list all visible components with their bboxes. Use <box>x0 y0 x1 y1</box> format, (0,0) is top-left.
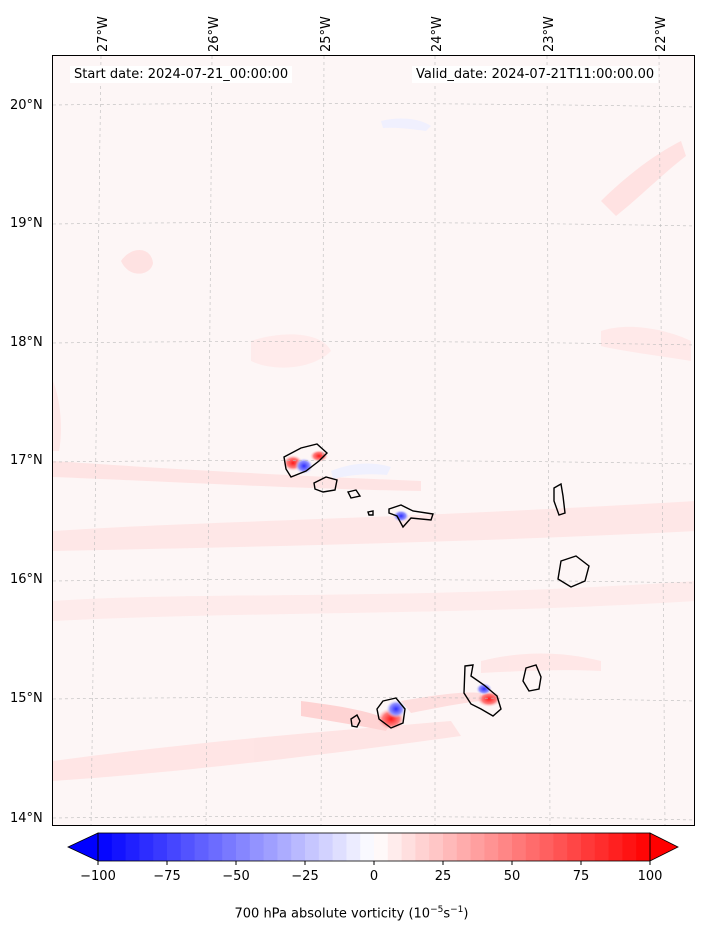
colorbar-segment <box>277 833 292 861</box>
valid-date-text: Valid_date: 2024-07-21T11:00:00.00 <box>412 66 659 83</box>
tick-label: −25 <box>291 869 319 884</box>
colorbar-segment <box>318 833 334 861</box>
tick-label: 100 <box>637 869 663 884</box>
colorbar-segment <box>222 833 237 861</box>
lat-label-18n: 18°N <box>10 335 43 350</box>
island-maio <box>522 664 542 692</box>
colorbar-segment <box>415 833 430 861</box>
island-boa-vista <box>557 555 590 588</box>
colorbar-segment <box>512 833 527 861</box>
colorbar-label: 700 hPa absolute vorticity (10−5s−1) <box>234 905 469 922</box>
vorticity-map <box>53 56 694 825</box>
colorbar-segment <box>332 833 347 861</box>
tick-label: 25 <box>434 869 452 884</box>
colorbar-segment <box>608 833 623 861</box>
colorbar-segment <box>498 833 513 861</box>
colorbar-segment <box>194 833 209 861</box>
colorbar-segment <box>567 833 582 861</box>
colorbar-ticks <box>97 861 651 865</box>
colorbar-segments <box>98 833 651 861</box>
colorbar-segment <box>594 833 610 861</box>
tick-label: 75 <box>572 869 590 884</box>
lat-label-19n: 19°N <box>10 216 43 231</box>
lon-label-26w: 26°W <box>207 16 222 52</box>
island-sao-nicolau <box>388 504 434 529</box>
lon-label-24w: 24°W <box>430 16 445 52</box>
island-branco <box>367 510 374 516</box>
colorbar-segment <box>180 833 196 861</box>
colorbar-segment <box>360 833 375 861</box>
colorbar-segment <box>125 833 140 861</box>
colorbar-segment <box>470 833 485 861</box>
colorbar-segment <box>484 833 499 861</box>
colorbar-segment <box>111 833 127 861</box>
colorbar-segment <box>98 833 113 861</box>
map-panel[interactable] <box>52 55 695 826</box>
colorbar-segment <box>636 833 651 861</box>
vorticity-field-weak <box>53 118 694 781</box>
colorbar-outline <box>97 832 651 862</box>
tick-label: 0 <box>369 869 379 884</box>
lat-label-16n: 16°N <box>10 572 43 587</box>
lon-label-27w: 27°W <box>96 16 111 52</box>
tick-label: −75 <box>153 869 181 884</box>
colorbar-segment <box>553 833 568 861</box>
colorbar-segment <box>443 833 458 861</box>
island-fogo <box>376 697 406 729</box>
tick-label: 50 <box>503 869 521 884</box>
colorbar-segment <box>208 833 223 861</box>
colorbar-segment <box>387 833 403 861</box>
colorbar-segment <box>236 833 251 861</box>
tick-label: −100 <box>80 869 116 884</box>
colorbar-segment <box>263 833 278 861</box>
colorbar-segment <box>539 833 554 861</box>
lat-label-20n: 20°N <box>10 98 43 113</box>
lon-label-23w: 23°W <box>542 16 557 52</box>
vorticity-field-strong <box>283 450 501 730</box>
lat-label-15n: 15°N <box>10 691 43 706</box>
colorbar-segment <box>305 833 320 861</box>
island-santo-antao <box>283 443 329 478</box>
tick-label: −50 <box>222 869 250 884</box>
colorbar-segment <box>456 833 472 861</box>
colorbar-segment <box>374 833 389 861</box>
colorbar-segment <box>622 833 637 861</box>
island-santiago <box>463 664 502 717</box>
lat-label-14n: 14°N <box>10 811 43 826</box>
island-brava <box>350 713 361 728</box>
island-santa-luzia <box>346 489 362 499</box>
graticule <box>53 56 694 825</box>
colorbar-segment <box>401 833 416 861</box>
colorbar-segment <box>249 833 265 861</box>
colorbar-segment <box>525 833 541 861</box>
colorbar-segment <box>139 833 154 861</box>
lat-label-17n: 17°N <box>10 453 43 468</box>
colorbar-segment <box>167 833 182 861</box>
colorbar-arrow-high <box>649 832 679 862</box>
island-coastlines <box>283 443 590 729</box>
colorbar-segment <box>429 833 444 861</box>
start-date-text: Start date: 2024-07-21_00:00:00 <box>70 66 293 83</box>
colorbar-arrow-low <box>67 832 99 862</box>
colorbar-segment <box>153 833 168 861</box>
colorbar-segment <box>291 833 306 861</box>
island-sal <box>553 482 566 516</box>
colorbar-segment <box>346 833 361 861</box>
lon-label-22w: 22°W <box>654 16 669 52</box>
lon-label-25w: 25°W <box>319 16 334 52</box>
colorbar-segment <box>581 833 596 861</box>
island-sao-vicente <box>313 476 338 493</box>
